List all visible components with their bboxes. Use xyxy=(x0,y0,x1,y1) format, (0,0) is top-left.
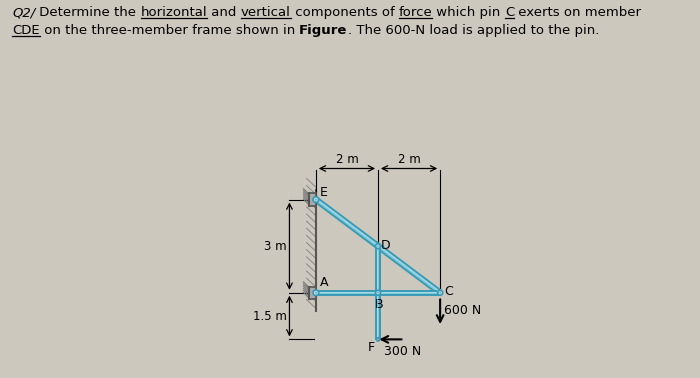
Text: 2 m: 2 m xyxy=(398,153,421,166)
Text: vertical: vertical xyxy=(241,6,290,19)
Circle shape xyxy=(377,292,379,294)
Circle shape xyxy=(313,197,319,202)
Circle shape xyxy=(438,290,442,295)
Text: F: F xyxy=(368,341,375,354)
Circle shape xyxy=(377,339,379,340)
Text: force: force xyxy=(398,6,433,19)
Text: Q2/: Q2/ xyxy=(12,6,35,19)
Bar xyxy=(309,287,316,299)
Text: exerts on member: exerts on member xyxy=(514,6,641,19)
Polygon shape xyxy=(377,246,378,339)
Polygon shape xyxy=(377,244,442,294)
Polygon shape xyxy=(316,198,379,246)
Text: which pin: which pin xyxy=(433,6,505,19)
Text: components of: components of xyxy=(290,6,398,19)
Text: E: E xyxy=(320,186,328,198)
Text: horizontal: horizontal xyxy=(141,6,207,19)
Bar xyxy=(309,194,316,206)
Circle shape xyxy=(315,292,317,294)
Text: A: A xyxy=(320,276,328,289)
Text: Figure: Figure xyxy=(299,24,347,37)
Text: B: B xyxy=(375,298,384,311)
Polygon shape xyxy=(316,291,440,295)
Circle shape xyxy=(315,198,317,201)
Text: D: D xyxy=(381,239,391,252)
Circle shape xyxy=(375,290,381,295)
Text: C: C xyxy=(505,6,514,19)
Circle shape xyxy=(313,290,319,296)
Circle shape xyxy=(377,338,379,341)
Circle shape xyxy=(439,292,441,294)
Text: 2 m: 2 m xyxy=(335,153,358,166)
Text: and: and xyxy=(207,6,241,19)
Text: 3 m: 3 m xyxy=(265,240,287,253)
Text: C: C xyxy=(444,285,453,298)
Text: 300 N: 300 N xyxy=(384,345,421,358)
Text: Determine the: Determine the xyxy=(35,6,141,19)
Circle shape xyxy=(377,245,379,247)
Text: 1.5 m: 1.5 m xyxy=(253,310,287,322)
Circle shape xyxy=(375,244,381,249)
Text: CDE: CDE xyxy=(12,24,40,37)
Polygon shape xyxy=(316,292,440,293)
Text: on the three-member frame shown in: on the three-member frame shown in xyxy=(40,24,299,37)
Polygon shape xyxy=(378,245,441,293)
Text: . The 600-N load is applied to the pin.: . The 600-N load is applied to the pin. xyxy=(347,24,599,37)
Polygon shape xyxy=(376,246,380,339)
Polygon shape xyxy=(314,198,379,248)
Text: 600 N: 600 N xyxy=(444,304,481,317)
